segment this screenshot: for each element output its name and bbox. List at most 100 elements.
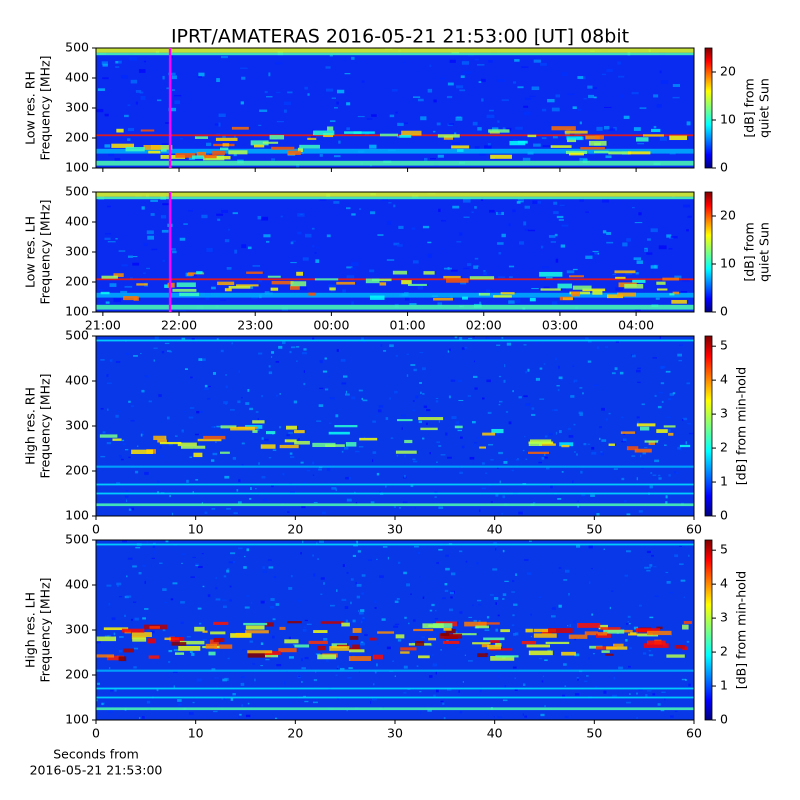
spectrogram-texture — [329, 422, 332, 424]
spectrogram-texture — [680, 448, 682, 451]
spectrogram-background — [96, 336, 694, 516]
spectrogram-texture — [333, 155, 341, 158]
spectrogram-texture — [136, 445, 139, 447]
spectrogram-texture — [514, 677, 516, 679]
spectrogram-texture — [622, 242, 628, 247]
y-axis-label: Low res. RH — [23, 71, 38, 145]
spectrogram-texture — [195, 479, 199, 481]
spectrogram-texture — [146, 540, 148, 543]
spectrogram-burst — [231, 126, 249, 130]
spectrogram-texture — [130, 507, 135, 511]
spectrogram-texture — [438, 445, 442, 447]
spectrogram-texture — [447, 82, 454, 86]
spectrogram-burst — [576, 623, 601, 628]
spectrogram-texture — [194, 433, 199, 436]
spectrogram-texture — [303, 626, 306, 628]
spectrogram-texture — [205, 296, 210, 301]
spectrogram-texture — [297, 599, 301, 602]
spectrogram-texture — [612, 694, 617, 698]
spectrogram-texture — [605, 346, 609, 348]
spectrogram-texture — [455, 116, 463, 121]
spectrogram-texture — [523, 221, 527, 226]
x-tick-label: 60 — [686, 726, 702, 741]
spectrogram-texture — [352, 554, 357, 558]
spectrogram-burst — [571, 291, 580, 297]
spectrogram-burst — [219, 147, 229, 151]
spectrogram-texture — [342, 289, 346, 293]
colorbar-label: [dB] from — [742, 78, 757, 137]
spectrogram-texture — [289, 452, 293, 455]
spectrogram-texture — [577, 500, 579, 503]
spectrogram-burst — [325, 444, 345, 447]
spectrogram-texture — [271, 485, 274, 488]
spectrogram-burst — [345, 442, 357, 447]
spectrogram-texture — [161, 351, 165, 354]
spectrogram-burst — [540, 288, 561, 291]
spectrogram-texture — [130, 79, 138, 84]
spectrogram-texture — [579, 121, 582, 125]
spectrogram-texture — [419, 576, 421, 578]
spectrogram-texture — [215, 587, 218, 590]
spectrogram-texture — [307, 93, 310, 96]
spectrogram-texture — [488, 444, 494, 446]
spectrogram-texture — [596, 513, 600, 516]
spectrogram-texture — [375, 415, 378, 417]
spectrogram-burst — [336, 644, 349, 647]
spectrogram-texture — [361, 80, 365, 83]
spectrogram-burst — [111, 143, 135, 148]
spectrogram-texture — [380, 343, 383, 347]
spectrogram-texture — [121, 75, 128, 79]
spectrogram-texture — [600, 451, 603, 453]
spectrogram-texture — [567, 427, 571, 431]
spectrogram-burst — [469, 276, 495, 280]
spectrogram-burst — [401, 130, 422, 136]
spectrogram-texture — [535, 377, 540, 381]
spectrogram-burst — [348, 656, 372, 661]
spectrogram-texture — [417, 286, 424, 290]
spectrogram-texture — [560, 379, 563, 381]
spectrogram-texture — [247, 389, 250, 392]
spectrogram-band — [96, 304, 694, 310]
spectrogram-texture — [331, 487, 337, 490]
spectrogram-texture — [543, 363, 546, 365]
spectrogram-texture — [126, 575, 128, 578]
spectrogram-texture — [512, 666, 517, 669]
spectrogram-texture — [686, 640, 690, 643]
spectrogram-burst — [236, 284, 259, 287]
spectrogram-texture — [558, 365, 560, 369]
spectrogram-texture — [558, 567, 562, 569]
spectrogram-texture — [661, 691, 666, 693]
spectrogram-texture — [659, 136, 667, 141]
spectrogram-texture — [118, 596, 123, 598]
spectrogram-texture — [657, 703, 661, 706]
spectrogram-texture — [202, 639, 208, 641]
spectrogram-burst — [527, 451, 550, 454]
spectrogram-burst — [271, 146, 295, 150]
spectrogram-texture — [529, 540, 532, 542]
spectrogram-texture — [554, 233, 558, 237]
spectrogram-burst — [320, 621, 345, 624]
spectrogram-texture — [278, 345, 283, 349]
spectrogram-texture — [629, 693, 631, 695]
spectrogram-texture — [587, 360, 592, 363]
spectrogram-burst — [247, 650, 273, 654]
spectrogram-texture — [319, 360, 323, 364]
spectrogram-texture — [577, 76, 584, 79]
spectrogram-texture — [168, 649, 173, 653]
spectrogram-burst — [584, 631, 599, 636]
spectrogram-texture — [548, 433, 553, 436]
spectrogram-burst — [462, 296, 468, 300]
spectrogram-texture — [416, 665, 419, 667]
spectrogram-texture — [326, 659, 329, 662]
y-axis-label: Frequency [MHz] — [38, 373, 53, 478]
spectrogram-texture — [525, 403, 531, 406]
spectrogram-texture — [688, 554, 690, 557]
spectrogram-texture — [412, 458, 416, 461]
spectrogram-texture — [511, 624, 515, 627]
spectrogram-texture — [275, 62, 283, 65]
spectrogram-texture — [290, 702, 292, 705]
spectrogram-texture — [572, 106, 577, 110]
spectrogram-texture — [525, 458, 528, 460]
spectrogram-texture — [644, 248, 647, 252]
spectrogram-texture — [474, 58, 479, 61]
